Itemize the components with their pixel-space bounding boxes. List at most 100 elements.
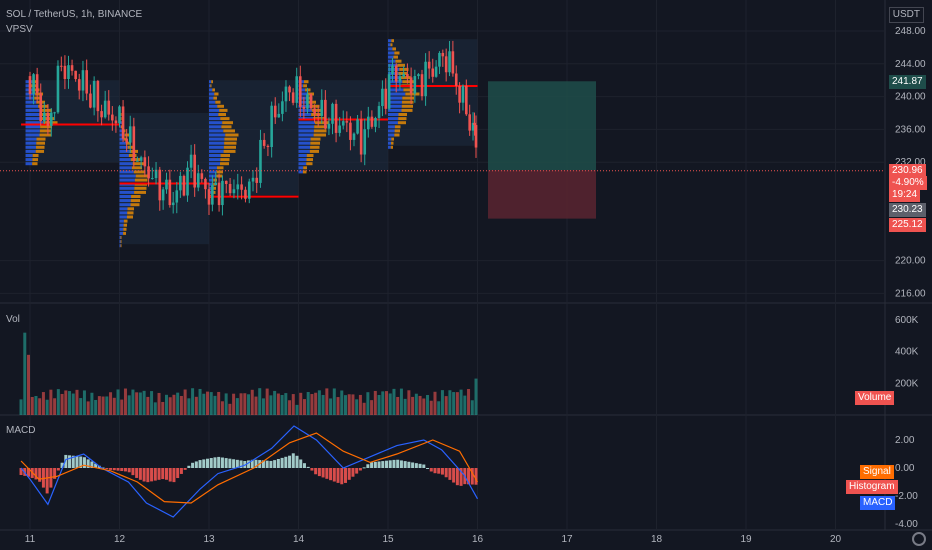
- profile-bar-up: [25, 158, 33, 162]
- macd-histogram-bar: [68, 455, 72, 468]
- macd-histogram-bar: [366, 464, 370, 468]
- candle-body: [298, 76, 302, 107]
- candle-body: [214, 182, 218, 186]
- profile-bar-up: [209, 117, 221, 121]
- macd-histogram-bar: [299, 459, 303, 468]
- price-change-tag: -4.90%: [889, 176, 927, 190]
- symbol-title: SOL / TetherUS, 1h, BINANCE: [6, 9, 143, 20]
- volume-bar: [194, 396, 198, 415]
- bar-countdown-tag: 19:24: [889, 188, 921, 202]
- candle-body: [89, 93, 92, 108]
- profile-bar-down: [214, 92, 219, 96]
- profile-bar-down: [134, 190, 146, 194]
- volume-bar: [370, 400, 374, 415]
- volume-bar: [284, 393, 288, 415]
- entry-price-tag: 230.23: [889, 203, 926, 217]
- price-tick-label: 248.00: [895, 26, 926, 37]
- profile-bar-up: [388, 43, 391, 47]
- candle-body: [143, 157, 147, 167]
- volume-tick-label: 600K: [895, 315, 919, 326]
- macd-histogram-bar: [265, 460, 269, 468]
- macd-histogram-bar: [362, 467, 366, 469]
- profile-bar-down: [306, 96, 313, 100]
- profile-bar-down: [130, 158, 140, 162]
- macd-histogram-bar: [239, 460, 243, 468]
- macd-histogram-bar: [381, 461, 385, 468]
- profile-bar-up: [119, 215, 127, 219]
- macd-histogram-bar: [321, 468, 325, 478]
- volume-bar: [60, 393, 64, 415]
- settings-gear-icon[interactable]: [912, 532, 926, 546]
- candle-body: [168, 179, 172, 206]
- macd-histogram-bar: [340, 468, 344, 485]
- candle-body: [434, 66, 438, 77]
- macd-histogram-bar: [217, 456, 221, 468]
- macd-histogram-bar: [373, 461, 377, 468]
- candle-body: [53, 112, 56, 114]
- candle-body: [288, 86, 291, 93]
- volume-bar: [206, 391, 210, 415]
- macd-histogram-bar: [79, 456, 83, 468]
- profile-bar-down: [314, 125, 327, 129]
- profile-bar-down: [398, 113, 407, 116]
- profile-bar-down: [310, 145, 320, 149]
- volume-bar: [429, 400, 433, 415]
- profile-bar-down: [211, 80, 213, 84]
- candle-body: [458, 85, 461, 103]
- profile-bar-down: [221, 125, 232, 129]
- profile-bar-up: [388, 76, 401, 80]
- profile-bar-down: [311, 108, 323, 112]
- macd-histogram-bar: [399, 460, 403, 468]
- macd-histogram-bar: [131, 468, 135, 476]
- candle-body: [128, 126, 132, 143]
- candle-body: [182, 175, 186, 196]
- macd-histogram-bar: [161, 468, 165, 480]
- macd-histogram-bar: [336, 468, 340, 483]
- volume-bar: [86, 401, 90, 415]
- profile-bar-up: [25, 125, 41, 129]
- volume-bar: [343, 395, 347, 415]
- macd-histogram-bar: [209, 458, 213, 468]
- candle-body: [398, 76, 402, 82]
- volume-bar: [235, 398, 239, 415]
- candle-body: [67, 65, 70, 80]
- profile-bar-down: [120, 117, 122, 121]
- profile-bar-down: [123, 227, 127, 231]
- volume-bar: [463, 395, 467, 415]
- profile-bar-down: [391, 39, 394, 43]
- time-tick-label: 20: [830, 534, 842, 545]
- profile-bar-up: [298, 137, 311, 141]
- profile-bar-up: [119, 145, 128, 149]
- macd-histogram-bar: [56, 468, 60, 471]
- profile-bar-up: [209, 166, 217, 170]
- macd-histogram-bar: [385, 460, 389, 468]
- profile-bar-down: [405, 92, 420, 96]
- macd-histogram-bar: [426, 468, 430, 469]
- candle-body: [132, 126, 136, 161]
- volume-bar: [261, 398, 265, 415]
- volume-bar: [41, 392, 45, 415]
- profile-bar-up: [209, 100, 216, 104]
- candle-body: [46, 112, 50, 126]
- volume-bar: [385, 391, 389, 415]
- candle-body: [179, 175, 182, 191]
- volume-bar: [426, 394, 430, 415]
- profile-bar-down: [220, 117, 230, 121]
- candle-body: [147, 166, 150, 179]
- profile-bar-down: [303, 84, 307, 88]
- currency-badge[interactable]: USDT: [888, 7, 924, 23]
- volume-bar: [116, 389, 120, 415]
- macd-histogram-bar: [444, 468, 448, 478]
- volume-bar: [109, 392, 113, 415]
- profile-bar-down: [220, 162, 229, 166]
- volume-bar: [38, 398, 42, 415]
- volume-bar: [295, 404, 299, 415]
- profile-bar-down: [306, 162, 313, 166]
- profile-bar-up: [298, 100, 309, 104]
- profile-bar-up: [209, 182, 214, 186]
- profile-bar-up: [119, 244, 121, 248]
- profile-bar-up: [298, 121, 315, 125]
- volume-bar: [157, 392, 161, 415]
- candle-body: [420, 74, 424, 97]
